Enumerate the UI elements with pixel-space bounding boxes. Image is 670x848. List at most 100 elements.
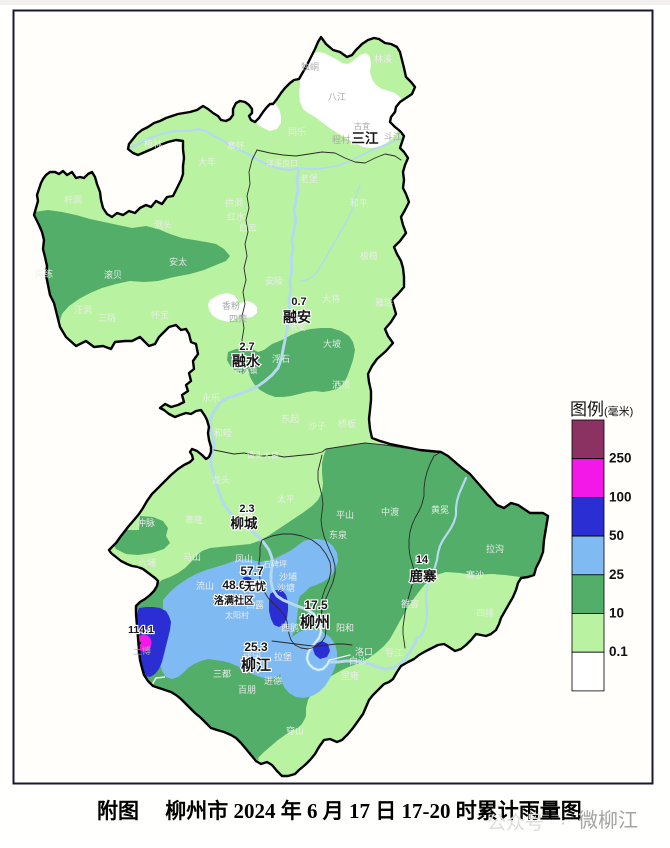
svg-text:老堡: 老堡	[300, 173, 318, 184]
svg-text:三防: 三防	[98, 312, 116, 323]
svg-text:长安: 长安	[290, 322, 306, 332]
svg-text:八江: 八江	[328, 92, 346, 102]
svg-text:古宜: 古宜	[354, 121, 370, 131]
svg-text:土博: 土博	[133, 645, 151, 656]
svg-text:柳城: 柳城	[231, 515, 258, 531]
svg-text:50: 50	[609, 528, 624, 543]
svg-text:无忧: 无忧	[243, 579, 266, 593]
svg-text:融安: 融安	[283, 309, 311, 325]
svg-text:2.7: 2.7	[239, 341, 254, 353]
svg-text:·: ·	[560, 813, 566, 834]
svg-text:成团: 成团	[243, 651, 261, 662]
svg-text:17.5: 17.5	[304, 598, 328, 612]
svg-text:怀宝: 怀宝	[151, 309, 169, 320]
svg-text:百朋: 百朋	[238, 685, 256, 695]
svg-text:阳和: 阳和	[336, 623, 354, 633]
svg-text:永乐: 永乐	[202, 392, 220, 403]
svg-text:2.3: 2.3	[239, 503, 254, 515]
svg-text:25.3: 25.3	[244, 640, 268, 654]
svg-text:三都: 三都	[213, 669, 231, 679]
svg-text:汪洞: 汪洞	[74, 305, 92, 315]
svg-text:100: 100	[609, 489, 632, 504]
svg-text:太平: 太平	[277, 493, 295, 504]
svg-text:冲脉: 冲脉	[137, 517, 155, 528]
svg-text:林溪: 林溪	[374, 53, 392, 64]
svg-text:25: 25	[609, 567, 625, 582]
svg-text:东泉: 东泉	[329, 529, 347, 540]
svg-text:10: 10	[609, 606, 624, 621]
svg-text:和平: 和平	[350, 198, 368, 208]
svg-text:六埔: 六埔	[138, 557, 156, 568]
svg-text:进德: 进德	[264, 675, 282, 686]
svg-text:流山: 流山	[196, 580, 214, 591]
svg-text:三江: 三江	[352, 130, 379, 146]
svg-text:拱洞: 拱洞	[225, 197, 243, 208]
svg-text:250: 250	[609, 451, 632, 466]
svg-text:白沙: 白沙	[349, 655, 367, 666]
svg-text:大将: 大将	[322, 293, 340, 304]
svg-text:西鹅: 西鹅	[281, 622, 299, 633]
svg-text:拉堡: 拉堡	[274, 651, 292, 662]
svg-text:48.6: 48.6	[222, 578, 246, 592]
svg-text:平山: 平山	[336, 510, 354, 520]
svg-text:洋溪良口: 洋溪良口	[266, 158, 298, 168]
svg-text:和睦: 和睦	[214, 427, 232, 438]
svg-text:滚贝: 滚贝	[104, 269, 122, 280]
svg-text:柳州: 柳州	[300, 613, 330, 631]
svg-text:寨沙: 寨沙	[466, 569, 484, 580]
svg-text:大年: 大年	[198, 156, 216, 167]
svg-text:57.7: 57.7	[240, 564, 264, 578]
svg-text:导江: 导江	[385, 648, 403, 658]
svg-text:拉沟: 拉沟	[486, 543, 504, 554]
svg-text:里雍: 里雍	[341, 670, 359, 681]
svg-text:东起: 东起	[281, 413, 299, 424]
svg-text:黄冕: 黄冕	[431, 504, 449, 515]
svg-text:0.7: 0.7	[291, 296, 306, 308]
svg-text:114.1: 114.1	[128, 624, 154, 636]
svg-text:香粉: 香粉	[222, 300, 240, 311]
svg-text:大坡: 大坡	[323, 338, 341, 349]
svg-text:洛满社区: 洛满社区	[214, 594, 254, 607]
svg-text:柳江: 柳江	[241, 656, 271, 674]
svg-text:雒容: 雒容	[401, 598, 419, 609]
svg-text:14: 14	[416, 554, 429, 566]
svg-text:融水镇: 融水镇	[235, 365, 258, 375]
svg-text:杆洞: 杆洞	[64, 194, 82, 205]
svg-text:公众号: 公众号	[487, 812, 544, 834]
svg-text:四排: 四排	[476, 607, 494, 618]
svg-text:白露: 白露	[246, 599, 264, 610]
svg-text:潭头大良: 潭头大良	[247, 450, 279, 460]
svg-text:安太: 安太	[169, 256, 187, 267]
svg-text:微柳江: 微柳江	[578, 809, 638, 832]
svg-text:安陵: 安陵	[265, 275, 283, 286]
svg-text:寨怀: 寨怀	[227, 140, 245, 151]
svg-text:梅林: 梅林	[144, 138, 162, 149]
svg-text:0.1: 0.1	[609, 644, 628, 659]
svg-text:同乐: 同乐	[288, 126, 306, 137]
svg-text:融水: 融水	[232, 353, 261, 369]
svg-text:浮石: 浮石	[272, 353, 290, 364]
svg-text:寨隆: 寨隆	[185, 514, 203, 525]
svg-text:马山: 马山	[183, 552, 201, 562]
svg-text:石碑坪: 石碑坪	[263, 559, 287, 569]
svg-text:穿山: 穿山	[286, 725, 304, 736]
svg-text:凤山: 凤山	[235, 554, 253, 564]
svg-text:白云: 白云	[239, 222, 257, 233]
svg-text:中渡: 中渡	[381, 506, 399, 517]
svg-text:洒顶: 洒顶	[332, 379, 350, 390]
svg-text:雅瑶: 雅瑶	[375, 297, 393, 308]
svg-text:红水: 红水	[227, 211, 245, 222]
svg-text:斗江: 斗江	[384, 132, 402, 142]
svg-text:鹿寨: 鹿寨	[409, 568, 437, 584]
svg-text:极榄: 极榄	[360, 250, 378, 261]
svg-text:沙子: 沙子	[308, 421, 326, 431]
svg-text:同练: 同练	[35, 268, 53, 279]
svg-text:洛口: 洛口	[355, 646, 373, 657]
svg-text:桥板: 桥板	[338, 418, 356, 429]
svg-text:龙头: 龙头	[212, 474, 230, 485]
svg-text:四荣: 四荣	[229, 313, 247, 324]
svg-text:大塘: 大塘	[237, 510, 253, 520]
svg-text:太阳村: 太阳村	[225, 610, 249, 620]
svg-text:独峒: 独峒	[301, 61, 319, 72]
svg-text:附图 柳州市 2024 年 6 月 17 日 17-20: 附图 柳州市 2024 年 6 月 17 日 17-20 时累计雨量图	[97, 799, 582, 823]
